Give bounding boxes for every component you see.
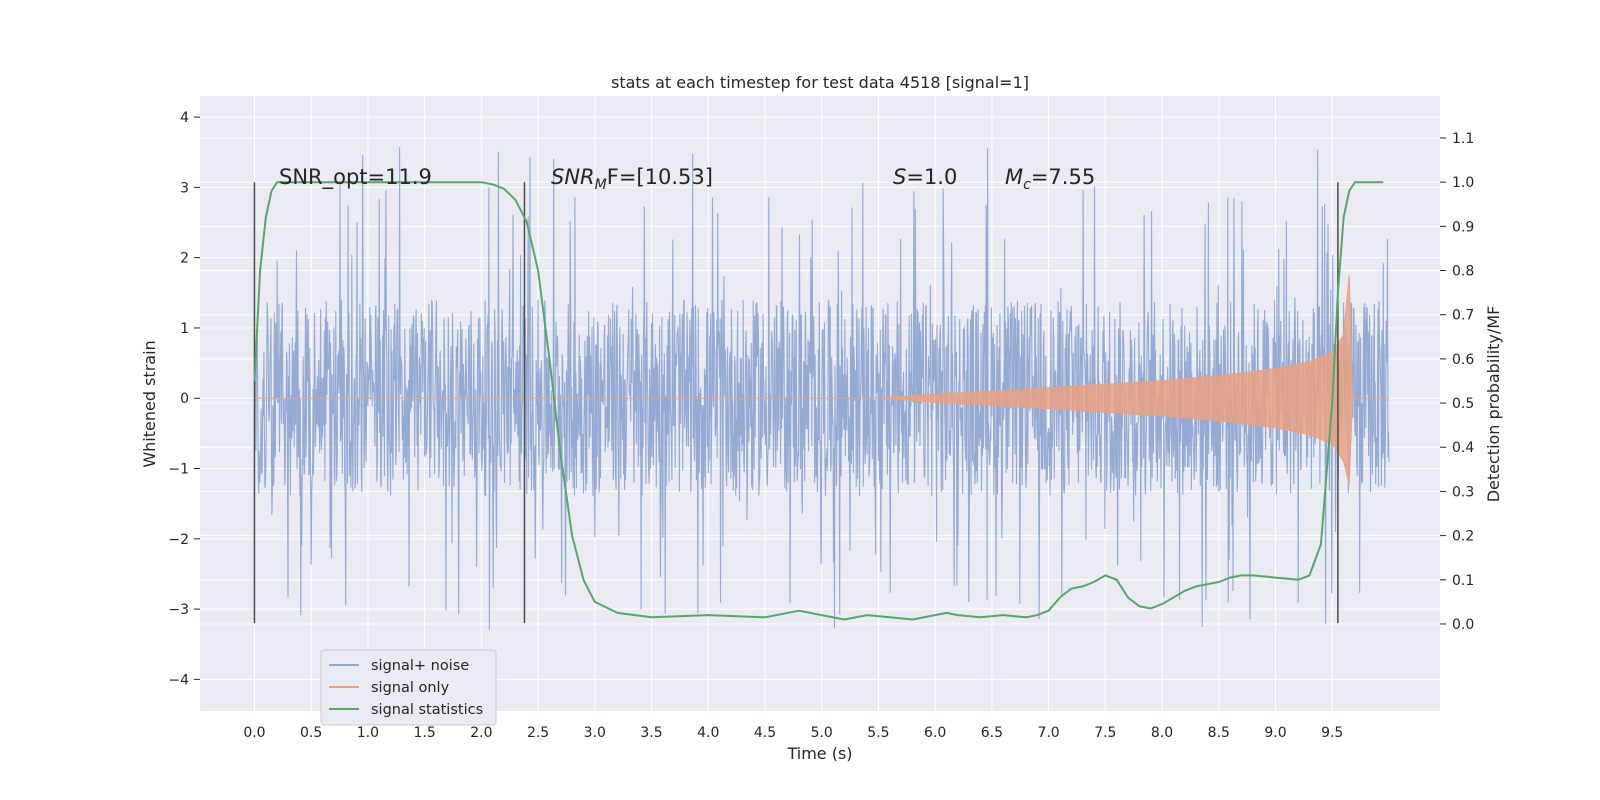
- x-tick-label: 8.0: [1151, 725, 1173, 741]
- legend-box: [320, 649, 497, 726]
- x-tick-label: 5.0: [811, 725, 833, 741]
- chart-title: stats at each timestep for test data 451…: [611, 73, 1029, 92]
- x-tick-label: 7.5: [1094, 725, 1116, 741]
- y-right-tick-label: 1.1: [1452, 131, 1474, 147]
- annotation-s-rest: =1.0: [906, 165, 957, 189]
- annotation-snr-mf-main: SNR: [551, 165, 595, 189]
- legend-label-noise: signal+ noise: [371, 658, 469, 674]
- y-right-tick-label: 0.5: [1452, 396, 1474, 412]
- x-tick-label: 1.0: [357, 725, 379, 741]
- annotation-s-main: S: [893, 165, 906, 189]
- annotation-snr-opt: SNR_opt=11.9: [279, 165, 432, 190]
- x-tick-label: 5.5: [867, 725, 889, 741]
- y-tick-label: 0: [180, 391, 189, 407]
- event-markers: [253, 182, 1339, 624]
- series-signal-noise: [253, 147, 1390, 630]
- x-tick-label: 8.5: [1208, 725, 1230, 741]
- noise-trace: [253, 147, 1390, 630]
- x-tick-label: 3.5: [640, 725, 662, 741]
- y-right-tick-label: 0.1: [1452, 573, 1474, 589]
- y-tick-label: −2: [168, 532, 189, 548]
- y-axis-left-label: Whitened strain: [140, 340, 159, 467]
- annotation-mc-main: M: [1005, 165, 1023, 189]
- y-axis-left-ticks: 4 3 2 1 0 −1 −2 −3 −4: [168, 110, 200, 688]
- annotation-mc: Mc=7.55: [1005, 165, 1095, 193]
- legend: signal+ noise signal only signal statist…: [320, 649, 497, 726]
- x-tick-label: 3.0: [584, 725, 606, 741]
- y-tick-label: −1: [168, 462, 189, 478]
- legend-label-statistics: signal statistics: [371, 702, 483, 718]
- statistics-line: [253, 181, 1384, 621]
- annotation-snr-mf-sub: M: [595, 177, 607, 193]
- x-tick-label: 1.5: [413, 725, 435, 741]
- signal-envelope: [254, 275, 1389, 485]
- y-axis-right-ticks: 1.1 1.0 0.9 0.8 0.7 0.6 0.5 0.4 0.3 0.2 0.1 0.0: [1440, 131, 1474, 633]
- annotation-mc-rest: =7.55: [1031, 165, 1095, 189]
- annotation-snr-mf-rest: F=[10.53]: [607, 165, 713, 189]
- y-right-tick-label: 0.0: [1452, 617, 1474, 633]
- x-tick-label: 6.5: [981, 725, 1003, 741]
- y-right-tick-label: 0.3: [1452, 484, 1474, 500]
- series-signal-only: [254, 275, 1389, 485]
- x-axis-label: Time (s): [786, 744, 852, 763]
- x-tick-label: 4.5: [754, 725, 776, 741]
- y-right-tick-label: 0.4: [1452, 440, 1474, 456]
- x-tick-label: 9.0: [1264, 725, 1286, 741]
- x-tick-label: 6.0: [924, 725, 946, 741]
- y-right-tick-label: 0.2: [1452, 529, 1474, 545]
- x-tick-label: 0.5: [300, 725, 322, 741]
- x-axis-ticks: 0.0 0.5 1.0 1.5 2.0 2.5 3.0 3.5 4.0 4.5 5.0 5.5 6.0 6…: [243, 725, 1343, 741]
- x-tick-label: 2.5: [527, 725, 549, 741]
- y-tick-label: 1: [180, 321, 189, 337]
- series-signal-statistics: [253, 181, 1384, 621]
- y-right-tick-label: 1.0: [1452, 175, 1474, 191]
- y-tick-label: 2: [180, 251, 189, 267]
- annotation-mc-sub: c: [1023, 177, 1031, 193]
- y-tick-label: 3: [180, 180, 189, 196]
- y-right-tick-label: 0.9: [1452, 219, 1474, 235]
- x-tick-label: 9.5: [1321, 725, 1343, 741]
- x-tick-label: 7.0: [1037, 725, 1059, 741]
- y-tick-label: −4: [168, 672, 189, 688]
- y-right-tick-label: 0.6: [1452, 352, 1474, 368]
- y-right-tick-label: 0.8: [1452, 264, 1474, 280]
- x-tick-label: 4.0: [697, 725, 719, 741]
- y-tick-label: 4: [180, 110, 189, 126]
- annotations: SNR_opt=11.9 SNRMF=[10.53] S=1.0 Mc=7.55: [279, 165, 1095, 193]
- legend-label-signal: signal only: [371, 680, 450, 696]
- y-axis-right-label: Detection probability/MF: [1484, 306, 1503, 503]
- x-tick-label: 2.0: [470, 725, 492, 741]
- annotation-s: S=1.0: [893, 165, 957, 189]
- x-tick-label: 0.0: [243, 725, 265, 741]
- annotation-snr-mf: SNRMF=[10.53]: [551, 165, 713, 193]
- y-right-tick-label: 0.7: [1452, 308, 1474, 324]
- y-tick-label: −3: [168, 602, 189, 618]
